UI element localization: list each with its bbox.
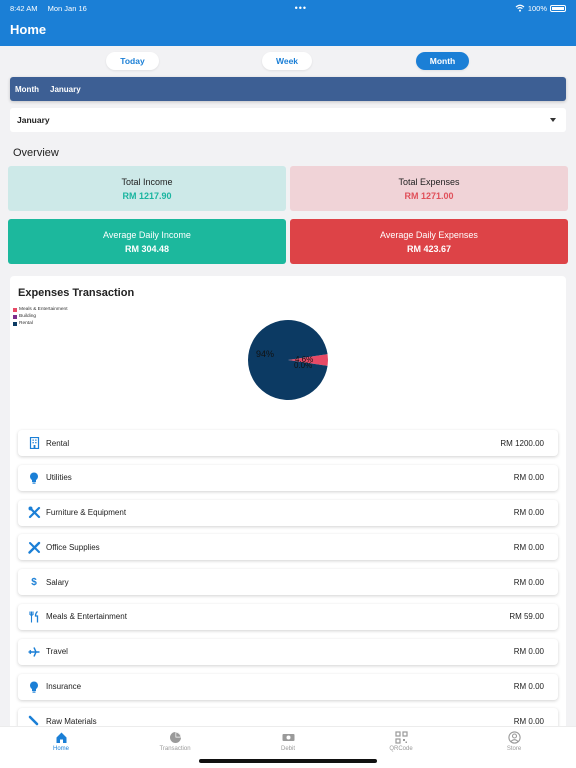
list-item-insurance[interactable]: Insurance RM 0.00 <box>18 673 558 700</box>
total-expenses-card: Total Expenses RM 1271.00 <box>290 166 568 211</box>
pie-label-building: 0.0% <box>294 361 312 370</box>
overview-title: Overview <box>13 147 59 159</box>
qrcode-icon <box>394 731 408 744</box>
pie-label-meals: 4.6% <box>295 355 313 364</box>
item-amount: RM 0.00 <box>513 647 544 657</box>
cash-icon <box>282 734 294 741</box>
item-name: Travel <box>46 647 68 657</box>
status-date: Mon Jan 16 <box>47 3 87 13</box>
list-item-meals-entertainment[interactable]: Meals & Entertainment RM 59.00 <box>18 603 558 630</box>
status-bar: 8:42 AM Mon Jan 16 ••• 100% <box>10 3 566 13</box>
avg-daily-income-label: Average Daily Income <box>103 229 191 240</box>
item-name: Insurance <box>46 682 82 692</box>
wifi-icon <box>515 4 525 12</box>
tab-store[interactable]: Store <box>484 731 544 752</box>
item-name: Utilities <box>46 473 72 483</box>
item-amount: RM 0.00 <box>513 542 544 552</box>
tab-home[interactable]: Home <box>31 731 91 752</box>
legend-item-building: Building <box>13 313 68 320</box>
total-expenses-value: RM 1271.00 <box>404 190 454 201</box>
item-name: Rental <box>46 438 70 448</box>
tab-week[interactable]: Week <box>262 52 312 70</box>
list-item-rental[interactable]: Rental RM 1200.00 <box>18 430 558 456</box>
tab-transaction[interactable]: Transaction <box>145 731 205 752</box>
expenses-pie-chart: 94% 4.6% 0.0% <box>248 320 328 400</box>
item-amount: RM 59.00 <box>509 612 544 622</box>
tab-today[interactable]: Today <box>106 52 159 70</box>
pencil-ruler-icon <box>27 540 41 554</box>
avg-daily-expenses-value: RM 423.67 <box>406 243 452 254</box>
expenses-title: Expenses Transaction <box>18 287 135 299</box>
app-header: 8:42 AM Mon Jan 16 ••• 100% Home <box>0 0 576 46</box>
month-dropdown[interactable]: January <box>10 108 566 132</box>
range-selector: Today Week Month <box>0 52 576 72</box>
month-header-bar: Month January <box>10 77 566 101</box>
home-indicator <box>199 759 377 763</box>
total-income-card: Total Income RM 1217.90 <box>8 166 286 211</box>
total-expenses-label: Total Expenses <box>398 176 460 187</box>
list-item-utilities[interactable]: Utilities RM 0.00 <box>18 464 558 491</box>
legend-item-meals: Meals & Entertainment <box>13 306 68 313</box>
user-circle-icon <box>507 731 521 744</box>
pie-chart-icon <box>169 732 181 743</box>
battery-icon <box>550 4 566 12</box>
month-bar-label: Month <box>15 84 39 94</box>
list-item-travel[interactable]: Travel RM 0.00 <box>18 638 558 665</box>
list-item-furniture-equipment[interactable]: Furniture & Equipment RM 0.00 <box>18 499 558 526</box>
item-amount: RM 0.00 <box>513 577 544 587</box>
item-name: Office Supplies <box>46 542 100 552</box>
tab-label: Debit <box>280 746 295 752</box>
expense-list: Rental RM 1200.00 Utilities RM 0.00 Furn… <box>18 430 558 743</box>
home-icon <box>56 732 66 743</box>
pie-slice-meals <box>288 354 328 366</box>
building-icon <box>27 436 41 450</box>
avg-daily-income-card: Average Daily Income RM 304.48 <box>8 219 286 264</box>
item-amount: RM 0.00 <box>513 716 544 726</box>
avg-daily-expenses-card: Average Daily Expenses RM 423.67 <box>290 219 568 264</box>
total-income-label: Total Income <box>121 176 173 187</box>
caret-down-icon <box>550 118 556 122</box>
item-amount: RM 0.00 <box>513 682 544 692</box>
item-name: Furniture & Equipment <box>46 508 127 518</box>
dollar-icon: $ <box>31 576 37 588</box>
lightbulb-icon <box>27 680 41 694</box>
legend-item-rental: Rental <box>13 320 68 327</box>
avg-daily-expenses-label: Average Daily Expenses <box>380 229 478 240</box>
item-name: Raw Materials <box>46 716 97 726</box>
page-title: Home <box>10 22 47 37</box>
item-name: Salary <box>46 577 69 587</box>
month-dropdown-value: January <box>17 115 50 125</box>
utensils-icon <box>27 610 41 624</box>
tab-label: Home <box>52 746 69 752</box>
item-amount: RM 0.00 <box>513 473 544 483</box>
tab-label: QRCode <box>389 746 413 752</box>
item-name: Meals & Entertainment <box>46 612 127 622</box>
plane-icon <box>27 645 41 659</box>
item-amount: RM 1200.00 <box>500 438 544 448</box>
pie-legend: Meals & Entertainment Building Rental <box>13 306 68 327</box>
brush-icon <box>27 714 41 728</box>
month-bar-value: January <box>50 84 81 94</box>
multitask-dots-icon: ••• <box>294 3 308 13</box>
status-time: 8:42 AM <box>10 3 38 13</box>
tab-debit[interactable]: Debit <box>258 731 318 752</box>
item-amount: RM 0.00 <box>513 508 544 518</box>
list-item-salary[interactable]: $ Salary RM 0.00 <box>18 569 558 596</box>
tab-month[interactable]: Month <box>416 52 469 70</box>
pie-slice-rental <box>248 320 328 400</box>
list-item-office-supplies[interactable]: Office Supplies RM 0.00 <box>18 534 558 561</box>
total-income-value: RM 1217.90 <box>122 190 172 201</box>
tab-label: Store <box>506 746 522 752</box>
expenses-panel: Expenses Transaction Meals & Entertainme… <box>10 276 566 736</box>
pie-label-rental: 94% <box>256 349 274 359</box>
avg-daily-income-value: RM 304.48 <box>124 243 170 254</box>
tab-qrcode[interactable]: QRCode <box>371 731 431 752</box>
battery-percent: 100% <box>527 3 547 13</box>
tab-label: Transaction <box>159 746 191 752</box>
lightbulb-icon <box>27 471 41 485</box>
tools-icon <box>27 506 41 520</box>
